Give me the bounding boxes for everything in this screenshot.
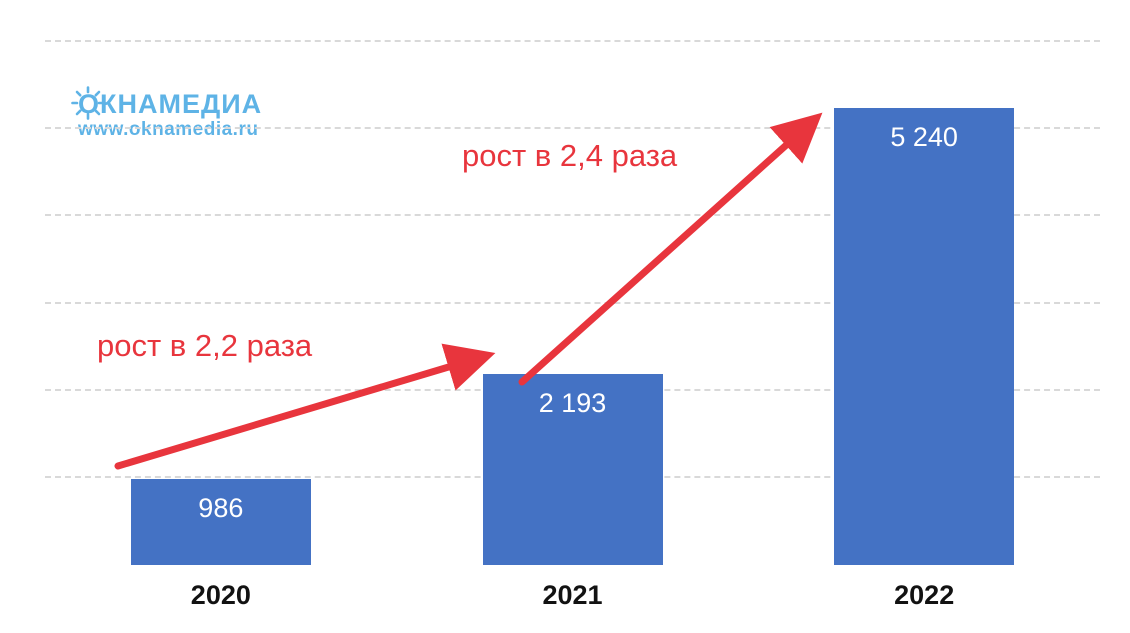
- bar-column-2022: 5 240: [748, 42, 1100, 565]
- logo-wordmark-text: ОКНАМЕДИА: [78, 89, 263, 119]
- bars-container: 986 2 193 5 240: [45, 42, 1100, 565]
- bar-2021: 2 193: [482, 373, 663, 565]
- x-axis-label-2020: 2020: [190, 580, 251, 610]
- sun-rays-icon: [71, 86, 105, 120]
- bar-column-2021: 2 193: [397, 42, 749, 565]
- bar-2022: 5 240: [834, 108, 1015, 565]
- bar-value-label-2022: 5 240: [890, 122, 958, 153]
- logo-website: www.oknamedia.ru: [78, 119, 259, 141]
- annotation-growth-2021-2022: рост в 2,4 раза: [462, 138, 678, 173]
- logo-wordmark: ОКНАМЕДИА: [71, 86, 263, 120]
- bar-column-2020: 986: [45, 42, 397, 565]
- x-axis-label-2022: 2022: [894, 580, 955, 610]
- bar-chart: 986 2 193 5 240: [45, 40, 1100, 565]
- bar-2020: 986: [130, 479, 311, 565]
- bar-value-label-2020: 986: [198, 493, 244, 524]
- bar-value-label-2021: 2 193: [538, 387, 607, 418]
- x-axis-label-2021: 2021: [542, 580, 603, 610]
- x-axis: 2020 2021 2022: [45, 580, 1100, 611]
- gridline-6000: [45, 40, 1100, 42]
- annotation-growth-2020-2021: рост в 2,2 раза: [97, 328, 313, 363]
- logo: ОКНАМЕДИА www.oknamedia.ru: [71, 86, 263, 141]
